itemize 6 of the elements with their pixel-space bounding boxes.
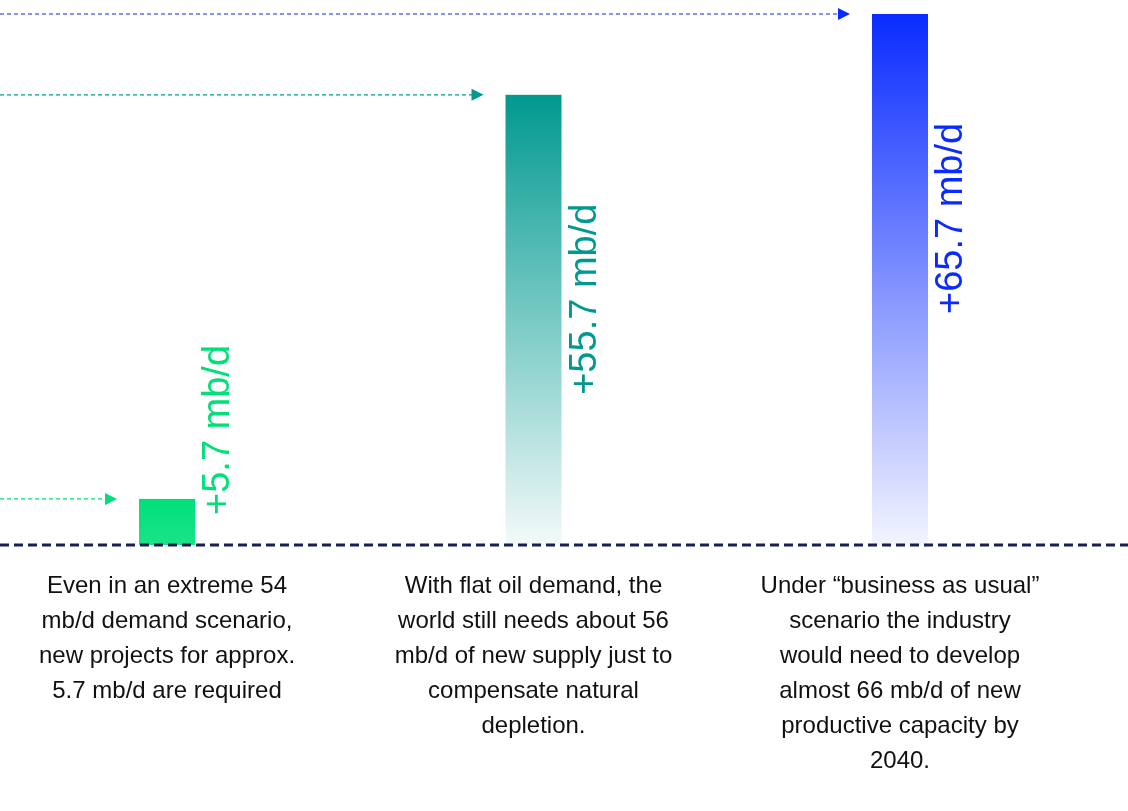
- x-tick-label: With flat oil demand, the world still needs about 56 mb/d of new supply just to compensate natural depletion.: [394, 571, 673, 738]
- x-tick-label: Even in an extreme 54 mb/d demand scenario, new projects for approx. 5.7 mb/d are required: [38, 571, 296, 703]
- data-label: +65.7 mb/d: [928, 122, 970, 314]
- x-tick-label: Under “business as usual” scenario the industry would need to develop almost 66 mb/d of new productive capacity by 2040.: [760, 571, 1040, 773]
- data-label: +5.7 mb/d: [195, 344, 237, 515]
- data-label: +55.7 mb/d: [561, 203, 604, 395]
